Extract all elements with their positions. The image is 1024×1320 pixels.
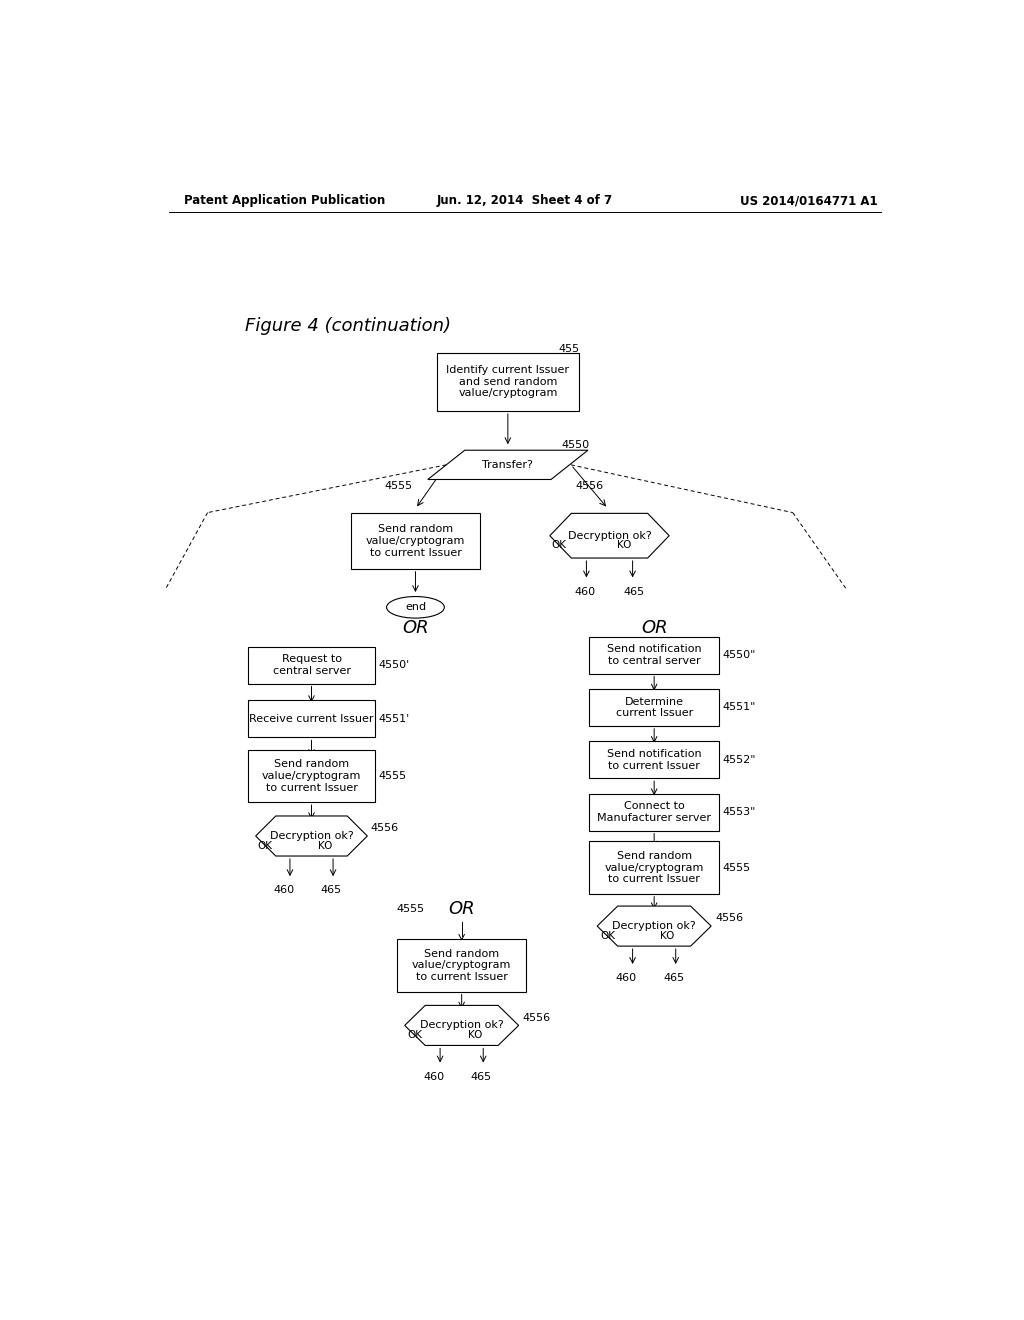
- FancyBboxPatch shape: [590, 793, 719, 830]
- Text: 4555: 4555: [396, 904, 424, 915]
- FancyBboxPatch shape: [590, 636, 719, 673]
- Text: Transfer?: Transfer?: [482, 459, 534, 470]
- Text: OR: OR: [402, 619, 429, 638]
- Text: KO: KO: [317, 841, 332, 851]
- Text: Send random
value/cryptogram
to current Issuer: Send random value/cryptogram to current …: [604, 851, 703, 884]
- Text: KO: KO: [468, 1031, 482, 1040]
- Text: Decryption ok?: Decryption ok?: [612, 921, 696, 931]
- Text: 460: 460: [615, 973, 637, 983]
- Text: OK: OK: [408, 1031, 423, 1040]
- FancyBboxPatch shape: [397, 940, 526, 991]
- FancyBboxPatch shape: [351, 513, 480, 569]
- FancyBboxPatch shape: [436, 352, 580, 411]
- FancyBboxPatch shape: [590, 742, 719, 779]
- Text: Connect to
Manufacturer server: Connect to Manufacturer server: [597, 801, 711, 822]
- Text: US 2014/0164771 A1: US 2014/0164771 A1: [739, 194, 878, 207]
- Ellipse shape: [387, 597, 444, 618]
- Text: 4553": 4553": [723, 807, 756, 817]
- Text: Patent Application Publication: Patent Application Publication: [184, 194, 386, 207]
- Text: 465: 465: [664, 973, 684, 983]
- FancyBboxPatch shape: [590, 689, 719, 726]
- Text: Send random
value/cryptogram
to current Issuer: Send random value/cryptogram to current …: [366, 524, 465, 557]
- Text: 465: 465: [471, 1072, 492, 1082]
- Text: 4555: 4555: [385, 480, 413, 491]
- Text: 4556: 4556: [371, 824, 399, 833]
- Text: 4550": 4550": [723, 649, 756, 660]
- FancyBboxPatch shape: [248, 647, 375, 684]
- FancyBboxPatch shape: [248, 750, 375, 803]
- Text: 4552": 4552": [723, 755, 756, 764]
- Polygon shape: [404, 1006, 518, 1045]
- Text: 460: 460: [423, 1072, 444, 1082]
- Text: KO: KO: [617, 540, 632, 550]
- Text: OR: OR: [641, 619, 668, 638]
- Text: OR: OR: [449, 900, 475, 919]
- Text: 4555: 4555: [379, 771, 407, 781]
- FancyBboxPatch shape: [590, 841, 719, 894]
- Text: KO: KO: [660, 931, 675, 941]
- Text: Decryption ok?: Decryption ok?: [420, 1020, 504, 1031]
- Text: 4556: 4556: [522, 1012, 551, 1023]
- Text: Determine
current Issuer: Determine current Issuer: [615, 697, 693, 718]
- Text: 4556: 4556: [715, 913, 743, 924]
- Polygon shape: [256, 816, 368, 857]
- Text: 4556: 4556: [575, 480, 604, 491]
- Text: 460: 460: [574, 587, 596, 597]
- Text: Request to
central server: Request to central server: [272, 655, 350, 676]
- Text: OK: OK: [600, 931, 615, 941]
- Text: Send random
value/cryptogram
to current Issuer: Send random value/cryptogram to current …: [412, 949, 511, 982]
- Polygon shape: [428, 450, 588, 479]
- Text: 4551": 4551": [723, 702, 756, 713]
- Text: Decryption ok?: Decryption ok?: [269, 832, 353, 841]
- Text: Send notification
to current Issuer: Send notification to current Issuer: [607, 748, 701, 771]
- Polygon shape: [597, 906, 711, 946]
- Polygon shape: [550, 513, 669, 558]
- Text: Receive current Issuer: Receive current Issuer: [249, 714, 374, 723]
- Text: 465: 465: [624, 587, 644, 597]
- Text: Figure 4 (continuation): Figure 4 (continuation): [245, 317, 451, 335]
- Text: 4551': 4551': [379, 714, 411, 723]
- Text: 4550': 4550': [379, 660, 411, 671]
- Text: Decryption ok?: Decryption ok?: [567, 531, 651, 541]
- Text: OK: OK: [258, 841, 272, 851]
- Text: Jun. 12, 2014  Sheet 4 of 7: Jun. 12, 2014 Sheet 4 of 7: [437, 194, 612, 207]
- Text: Identify current Issuer
and send random
value/cryptogram: Identify current Issuer and send random …: [446, 366, 569, 399]
- Text: Send random
value/cryptogram
to current Issuer: Send random value/cryptogram to current …: [262, 759, 361, 792]
- Text: 465: 465: [321, 884, 342, 895]
- Text: end: end: [404, 602, 426, 612]
- Text: 4550: 4550: [562, 440, 590, 450]
- Text: 455: 455: [559, 345, 580, 354]
- Text: Send notification
to central server: Send notification to central server: [607, 644, 701, 665]
- Text: 460: 460: [273, 884, 294, 895]
- Text: 4555: 4555: [723, 862, 751, 873]
- FancyBboxPatch shape: [248, 701, 375, 738]
- Text: OK: OK: [552, 540, 566, 550]
